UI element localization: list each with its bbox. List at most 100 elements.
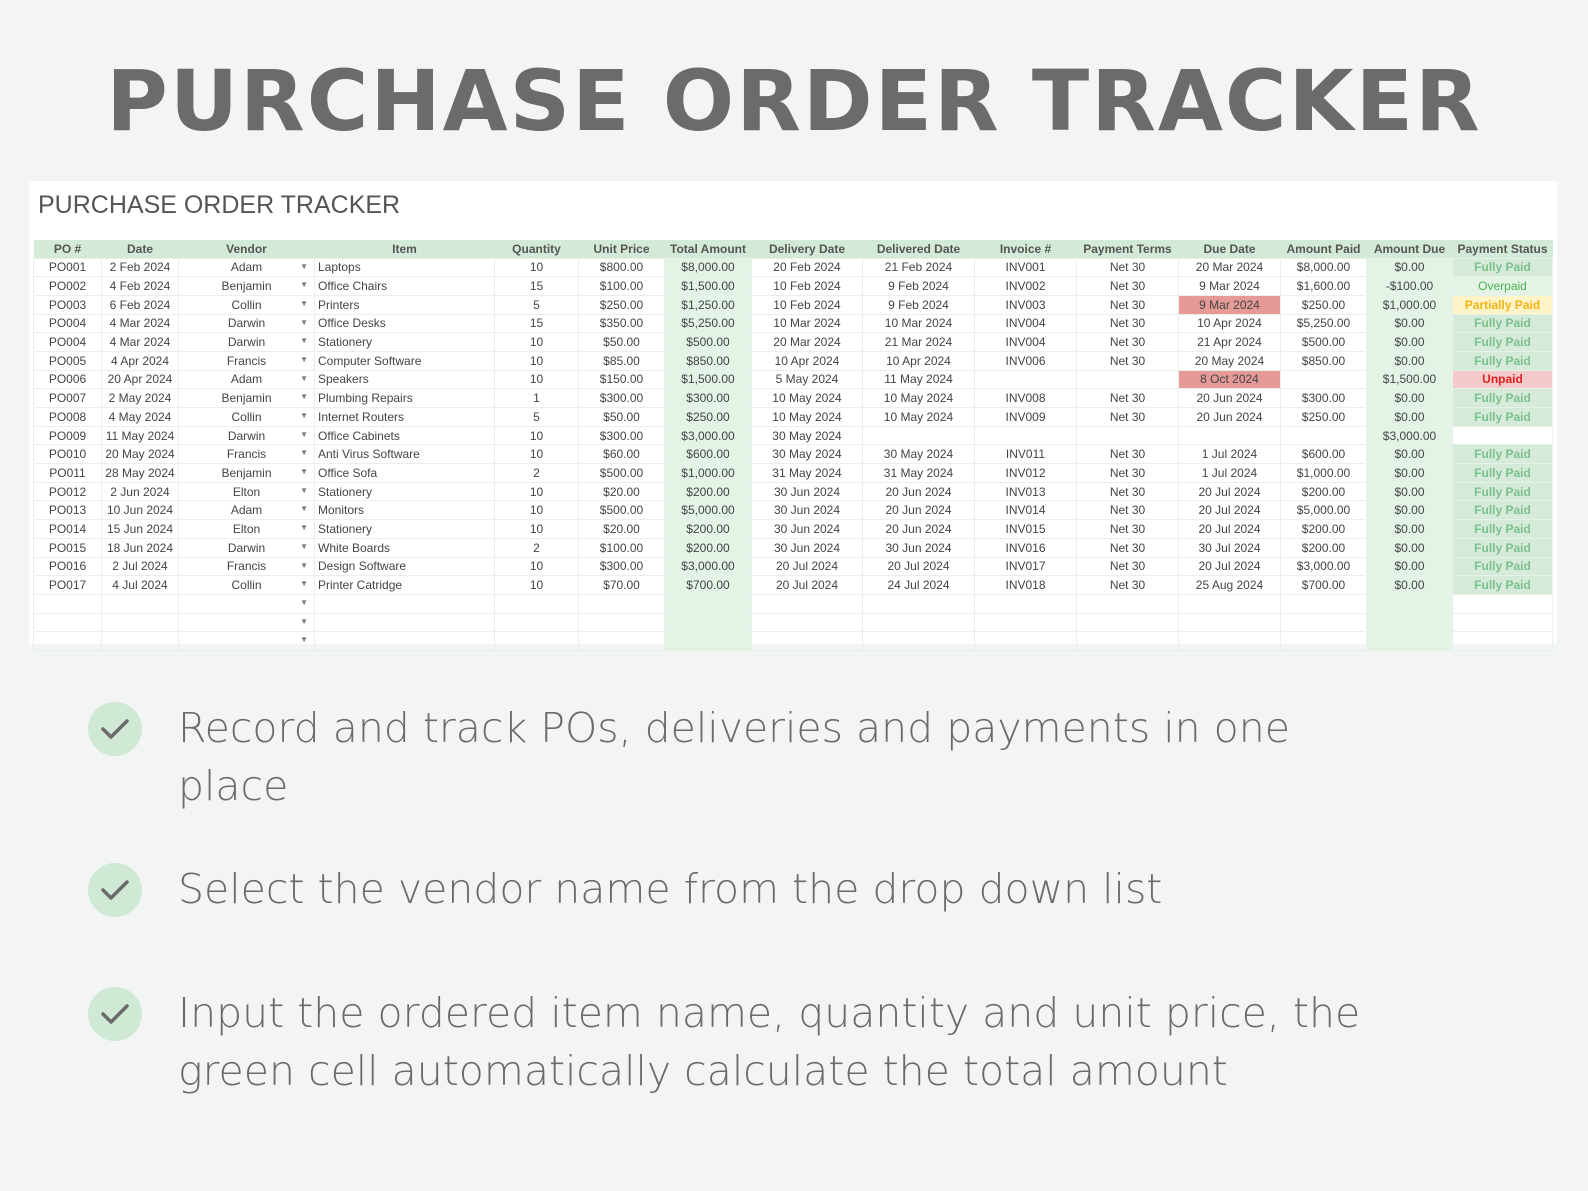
cell-vendor[interactable]: Adam ▼ [178,500,315,521]
cell-payment-status[interactable]: Fully Paid [1452,500,1553,521]
cell-payment-terms[interactable]: Net 30 [1076,313,1179,334]
cell-item[interactable] [314,631,495,651]
cell-amount-paid[interactable]: $200.00 [1280,537,1367,558]
cell-due-date[interactable]: 9 Mar 2024 [1178,294,1281,315]
cell-delivery-date[interactable]: 20 Jul 2024 [751,556,863,577]
cell-item[interactable]: Laptops [314,257,495,278]
cell-delivery-date[interactable]: 5 May 2024 [751,369,863,390]
cell-due-date[interactable]: 20 Mar 2024 [1178,257,1281,278]
cell-date[interactable]: 15 Jun 2024 [101,519,179,539]
cell-total-amount[interactable]: $1,500.00 [664,369,752,390]
cell-item[interactable]: Internet Routers [314,407,495,427]
cell-amount-due[interactable]: $0.00 [1366,500,1453,521]
cell-payment-status[interactable] [1452,631,1553,651]
cell-date[interactable]: 4 Apr 2024 [101,350,179,371]
cell-delivered-date[interactable]: 10 May 2024 [862,407,975,427]
cell-vendor[interactable]: Darwin ▼ [178,537,315,558]
cell-delivered-date[interactable]: 9 Feb 2024 [862,276,975,296]
cell-quantity[interactable]: 10 [494,369,579,390]
cell-date[interactable]: 2 May 2024 [101,388,179,408]
cell-date[interactable]: 20 May 2024 [101,444,179,465]
dropdown-arrow-icon[interactable]: ▼ [300,317,308,327]
cell-delivery-date[interactable]: 10 Mar 2024 [751,313,863,334]
cell-delivered-date[interactable] [862,612,975,633]
cell-due-date[interactable]: 8 Oct 2024 [1178,369,1281,390]
cell-unit-price[interactable]: $800.00 [578,257,665,278]
dropdown-arrow-icon[interactable]: ▼ [300,298,308,308]
dropdown-arrow-icon[interactable]: ▼ [300,354,308,364]
cell-quantity[interactable]: 15 [494,313,579,334]
cell-delivery-date[interactable]: 30 Jun 2024 [751,537,863,558]
cell-vendor[interactable]: Adam ▼ [178,257,315,278]
cell-vendor[interactable]: Elton ▼ [178,519,315,539]
cell-total-amount[interactable] [664,631,752,651]
cell-delivered-date[interactable]: 10 Mar 2024 [862,313,975,334]
cell-unit-price[interactable]: $60.00 [578,444,665,465]
cell-payment-terms[interactable]: Net 30 [1076,444,1179,465]
cell-delivered-date[interactable]: 21 Mar 2024 [862,332,975,352]
dropdown-arrow-icon[interactable]: ▼ [300,560,308,570]
cell-quantity[interactable]: 10 [494,500,579,521]
cell-vendor[interactable]: Collin ▼ [178,294,315,315]
cell-po[interactable]: PO007 [33,388,102,408]
cell-unit-price[interactable]: $85.00 [578,350,665,371]
cell-invoice[interactable]: INV009 [974,407,1077,427]
cell-payment-status[interactable]: Unpaid [1452,369,1553,390]
cell-amount-due[interactable]: $0.00 [1366,575,1453,595]
cell-date[interactable]: 4 Jul 2024 [101,575,179,595]
cell-unit-price[interactable]: $300.00 [578,556,665,577]
cell-invoice[interactable]: INV002 [974,276,1077,296]
dropdown-arrow-icon[interactable]: ▼ [300,392,308,402]
cell-vendor[interactable]: Benjamin ▼ [178,388,315,408]
cell-due-date[interactable]: 20 Jul 2024 [1178,556,1281,577]
cell-vendor[interactable]: Benjamin ▼ [178,463,315,483]
cell-quantity[interactable]: 5 [494,294,579,315]
cell-amount-paid[interactable] [1280,369,1367,390]
cell-invoice[interactable]: INV003 [974,294,1077,315]
cell-amount-paid[interactable]: $200.00 [1280,519,1367,539]
cell-unit-price[interactable]: $250.00 [578,294,665,315]
cell-po[interactable]: PO016 [33,556,102,577]
cell-amount-paid[interactable] [1280,425,1367,446]
cell-amount-paid[interactable]: $700.00 [1280,575,1367,595]
cell-po[interactable] [33,631,102,651]
cell-item[interactable]: Printers [314,294,495,315]
cell-payment-status[interactable]: Fully Paid [1452,481,1553,502]
cell-payment-status[interactable]: Partially Paid [1452,294,1553,315]
cell-date[interactable]: 2 Feb 2024 [101,257,179,278]
cell-amount-due[interactable]: $3,000.00 [1366,425,1453,446]
cell-unit-price[interactable]: $500.00 [578,463,665,483]
cell-quantity[interactable] [494,612,579,633]
cell-po[interactable]: PO017 [33,575,102,595]
cell-amount-paid[interactable]: $1,000.00 [1280,463,1367,483]
cell-item[interactable]: Plumbing Repairs [314,388,495,408]
cell-po[interactable]: PO002 [33,276,102,296]
dropdown-arrow-icon[interactable]: ▼ [300,373,308,383]
dropdown-arrow-icon[interactable]: ▼ [300,541,308,551]
cell-vendor[interactable]: Adam ▼ [178,369,315,390]
cell-delivered-date[interactable]: 24 Jul 2024 [862,575,975,595]
cell-due-date[interactable] [1178,425,1281,446]
cell-po[interactable]: PO012 [33,481,102,502]
dropdown-arrow-icon[interactable]: ▼ [300,429,308,439]
cell-item[interactable] [314,593,495,614]
cell-vendor[interactable]: Collin ▼ [178,575,315,595]
cell-payment-status[interactable]: Overpaid [1452,276,1553,296]
cell-quantity[interactable]: 10 [494,444,579,465]
cell-payment-status[interactable]: Fully Paid [1452,388,1553,408]
cell-payment-status[interactable] [1452,593,1553,614]
cell-due-date[interactable] [1178,631,1281,651]
dropdown-arrow-icon[interactable]: ▼ [300,485,308,495]
cell-amount-paid[interactable] [1280,612,1367,633]
cell-date[interactable]: 4 Feb 2024 [101,276,179,296]
cell-unit-price[interactable]: $300.00 [578,425,665,446]
cell-total-amount[interactable]: $1,500.00 [664,276,752,296]
cell-amount-paid[interactable]: $1,600.00 [1280,276,1367,296]
cell-quantity[interactable]: 10 [494,425,579,446]
cell-due-date[interactable]: 20 Jun 2024 [1178,388,1281,408]
cell-po[interactable]: PO005 [33,350,102,371]
cell-payment-terms[interactable]: Net 30 [1076,500,1179,521]
cell-item[interactable]: Office Chairs [314,276,495,296]
cell-payment-terms[interactable]: Net 30 [1076,537,1179,558]
cell-date[interactable]: 11 May 2024 [101,425,179,446]
